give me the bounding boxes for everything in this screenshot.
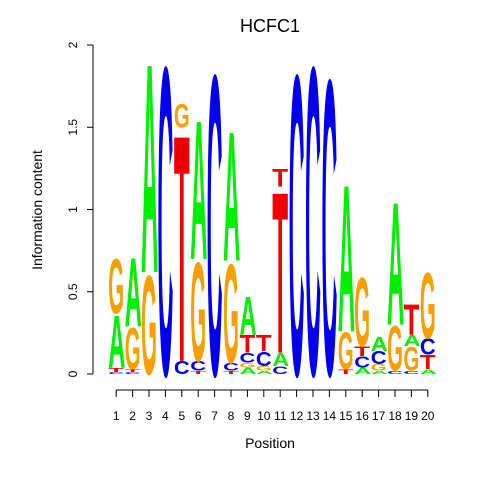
logo-letter-a: A bbox=[338, 142, 355, 377]
x-tick-label: 8 bbox=[228, 409, 235, 423]
logo-letter-c: C bbox=[387, 370, 403, 375]
y-tick-label: 0.5 bbox=[66, 283, 80, 300]
logo-letter-g: G bbox=[387, 314, 403, 385]
logo-letter-c: C bbox=[207, 0, 223, 466]
logo-letter-c: C bbox=[223, 360, 239, 373]
logo-letter-c: C bbox=[240, 350, 256, 366]
logo-letter-g: G bbox=[190, 233, 206, 391]
y-axis-label: Information content bbox=[29, 150, 45, 270]
logo-letter-g: G bbox=[141, 247, 157, 405]
y-tick-label: 1.5 bbox=[66, 119, 80, 136]
logo-letter-t: T bbox=[256, 331, 272, 356]
logo-letter-a: A bbox=[371, 370, 388, 375]
logo-letter-g: G bbox=[338, 323, 354, 381]
x-axis-label: Position bbox=[245, 435, 295, 451]
chart-title: HCFC1 bbox=[240, 16, 300, 36]
x-tick-label: 17 bbox=[372, 409, 386, 423]
x-tick-label: 1 bbox=[113, 409, 120, 423]
x-tick-label: 14 bbox=[323, 409, 337, 423]
x-tick-label: 6 bbox=[195, 409, 202, 423]
logo-letter-t: T bbox=[190, 370, 207, 375]
x-tick-label: 4 bbox=[162, 409, 169, 423]
logo-letter-a: A bbox=[272, 350, 289, 370]
logo-letter-c: C bbox=[190, 358, 206, 374]
logo-letter-a: A bbox=[141, 1, 158, 335]
x-tick-label: 13 bbox=[306, 409, 320, 423]
x-tick-label: 15 bbox=[339, 409, 353, 423]
x-tick-label: 19 bbox=[405, 409, 419, 423]
logo-letter-t: T bbox=[354, 344, 370, 359]
x-axis: 1 2 3 4 5 6 7 8 9 10 11 12 13 14 15 16 17 18 19 20 bbox=[113, 389, 435, 423]
logo-letter-a: A bbox=[190, 79, 207, 301]
logo-letter-t: T bbox=[272, 143, 288, 402]
logo-letter-a: A bbox=[108, 299, 125, 384]
x-tick-label: 11 bbox=[274, 409, 287, 423]
logo-letter-g: G bbox=[256, 365, 272, 373]
logo-letter-c: C bbox=[108, 372, 124, 374]
logo-letter-c: C bbox=[125, 372, 141, 374]
y-axis: 0 0.5 1 1.5 2 bbox=[66, 41, 94, 377]
logo-letter-c: C bbox=[305, 0, 321, 469]
logo-letter-c: C bbox=[420, 334, 436, 360]
x-tick-label: 3 bbox=[146, 409, 153, 423]
logo-letter-a: A bbox=[125, 238, 142, 348]
logo-letter-c: C bbox=[256, 348, 272, 370]
logo-letter-t: T bbox=[174, 68, 190, 430]
logo-letter-c: C bbox=[322, 0, 338, 464]
logo-letter-t: T bbox=[420, 351, 437, 374]
logo-letter-a: A bbox=[404, 333, 422, 350]
y-tick-label: 1 bbox=[66, 206, 80, 213]
x-tick-label: 16 bbox=[356, 409, 370, 423]
x-tick-label: 20 bbox=[421, 409, 435, 423]
logo-letter-a: A bbox=[223, 94, 240, 300]
logo-letter-a: A bbox=[387, 165, 404, 363]
logo-letter-t: T bbox=[272, 165, 288, 193]
logo-letter-t: T bbox=[125, 368, 142, 373]
logo-letter-t: T bbox=[223, 370, 240, 375]
logo-letter-a: A bbox=[256, 370, 273, 375]
logo-letter-t: T bbox=[338, 368, 354, 376]
x-tick-label: 10 bbox=[257, 409, 271, 423]
x-tick-label: 9 bbox=[244, 409, 251, 423]
logo-letter-c: C bbox=[371, 349, 387, 369]
x-tick-label: 2 bbox=[129, 409, 136, 423]
logo-letter-g: G bbox=[125, 317, 141, 383]
x-tick-label: 18 bbox=[388, 409, 402, 423]
logo-letter-c: C bbox=[289, 0, 305, 466]
logo-letter-a: A bbox=[354, 366, 371, 376]
logo-letter-a: A bbox=[420, 368, 438, 376]
logo-letter-t: T bbox=[404, 296, 420, 345]
logo-letter-g: G bbox=[174, 97, 190, 135]
logo-letter-a: A bbox=[240, 285, 257, 346]
logo-letter-g: G bbox=[420, 255, 436, 359]
x-tick-label: 5 bbox=[178, 409, 185, 423]
logo-letter-g: G bbox=[240, 362, 256, 370]
logo-letter-c: C bbox=[174, 359, 190, 379]
logo-letter-g: G bbox=[371, 363, 387, 373]
logo-letter-c: C bbox=[272, 364, 288, 377]
logo-letter-c: C bbox=[354, 354, 370, 372]
logo-letter-t: T bbox=[240, 331, 256, 359]
logo-letter-g: G bbox=[354, 259, 370, 368]
logo-letter-g: G bbox=[223, 235, 239, 393]
y-tick-label: 2 bbox=[66, 41, 80, 48]
logo-letter-t: T bbox=[108, 367, 124, 375]
logo-letter-a: A bbox=[240, 366, 257, 376]
logo-letter-a: A bbox=[371, 332, 388, 355]
logo-letter-g: G bbox=[404, 340, 420, 378]
x-tick-label: 12 bbox=[290, 409, 304, 423]
logo-letter-c: C bbox=[404, 370, 420, 375]
logo-letter-c: C bbox=[158, 0, 174, 469]
logo-letter-g: G bbox=[108, 245, 124, 331]
x-tick-label: 7 bbox=[211, 409, 218, 423]
y-tick-label: 0 bbox=[66, 370, 80, 377]
